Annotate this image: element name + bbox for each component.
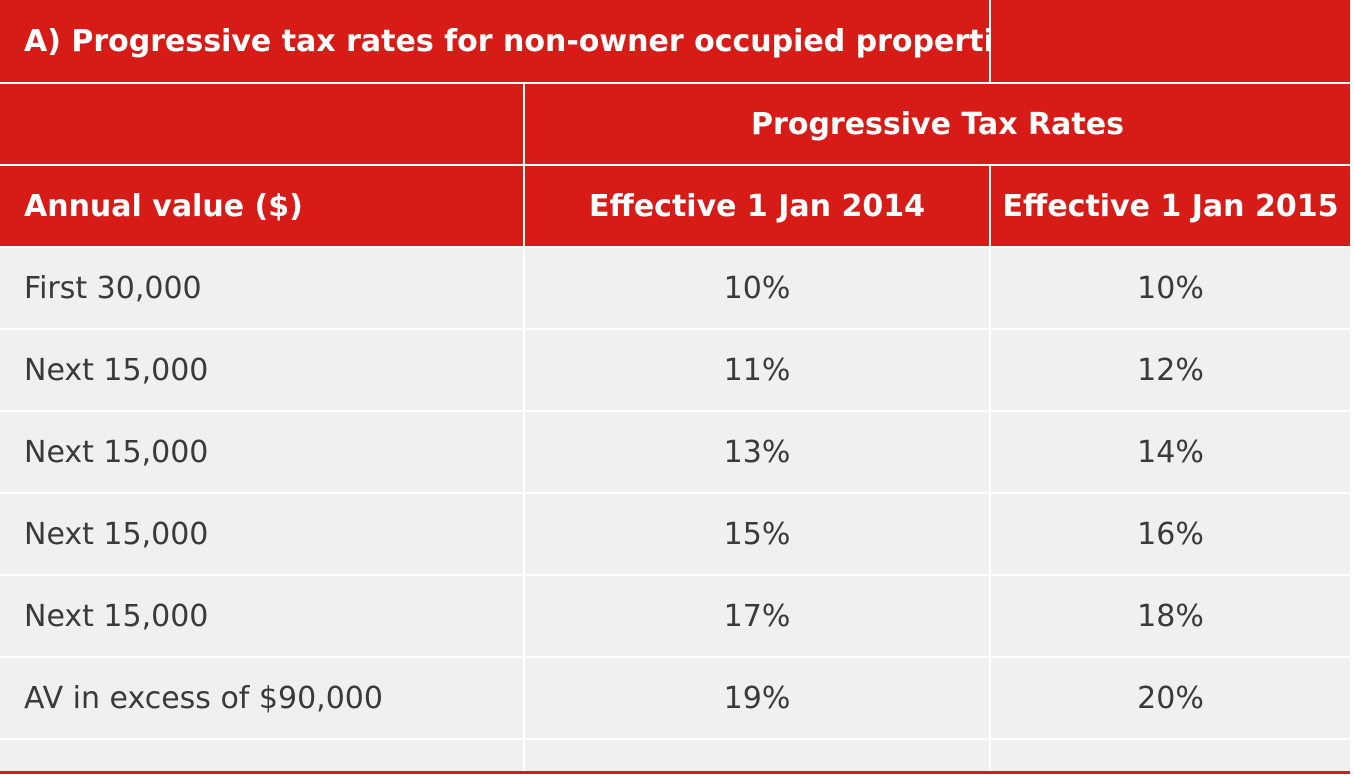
table-bottom-border (0, 771, 1350, 774)
row-annual-value: First 30,000 (0, 248, 523, 328)
column-header-annual-value: Annual value ($) (0, 166, 523, 246)
row-annual-value: Next 15,000 (0, 330, 523, 410)
empty-row-cell (991, 740, 1350, 771)
table-title: A) Progressive tax rates for non-owner o… (0, 0, 989, 82)
empty-row-cell (525, 740, 989, 771)
row-rate-2015: 16% (991, 494, 1350, 574)
row-annual-value: AV in excess of $90,000 (0, 658, 523, 738)
empty-row-cell (0, 740, 523, 771)
row-rate-2014: 15% (525, 494, 989, 574)
row-rate-2015: 20% (991, 658, 1350, 738)
column-header-effective-2014: Effective 1 Jan 2014 (525, 166, 989, 246)
row-rate-2014: 11% (525, 330, 989, 410)
row-rate-2015: 12% (991, 330, 1350, 410)
group-header-empty-cell (0, 84, 523, 164)
row-rate-2015: 14% (991, 412, 1350, 492)
row-rate-2014: 17% (525, 576, 989, 656)
row-rate-2014: 19% (525, 658, 989, 738)
column-header-effective-2015: Effective 1 Jan 2015 (991, 166, 1350, 246)
row-annual-value: Next 15,000 (0, 576, 523, 656)
row-rate-2014: 10% (525, 248, 989, 328)
row-annual-value: Next 15,000 (0, 494, 523, 574)
group-header-progressive-tax-rates: Progressive Tax Rates (525, 84, 1350, 164)
row-rate-2015: 18% (991, 576, 1350, 656)
row-rate-2014: 13% (525, 412, 989, 492)
row-annual-value: Next 15,000 (0, 412, 523, 492)
row-rate-2015: 10% (991, 248, 1350, 328)
title-empty-cell (991, 0, 1350, 82)
